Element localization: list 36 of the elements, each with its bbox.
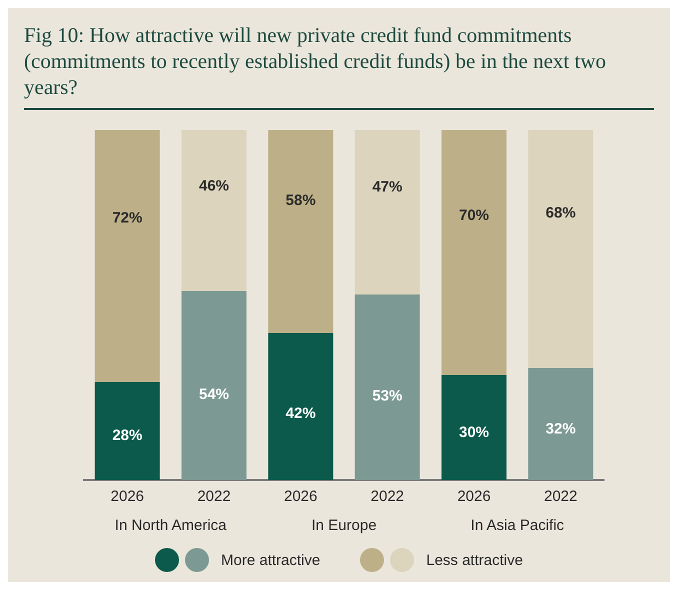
chart-title: Fig 10: How attractive will new private credit fund commitments (commitments to recently established credit funds) be in the next two years? — [24, 22, 654, 110]
text: In Asia Pacific — [470, 517, 565, 534]
data-label: 53% — [372, 388, 402, 405]
x-tick-label: 2022 — [197, 488, 231, 506]
data-label: 70% — [458, 206, 490, 224]
bar — [442, 130, 506, 375]
legend-label: Less attractive — [426, 552, 523, 568]
bar — [354, 294, 420, 480]
text: In North America — [114, 517, 228, 534]
data-label: 46% — [198, 177, 230, 194]
text: In Europe — [311, 517, 377, 534]
bar — [442, 375, 506, 480]
legend-label: More attractive — [221, 552, 320, 568]
x-tick-label: 2022 — [370, 488, 404, 506]
bar — [94, 382, 160, 480]
data-label: 58% — [286, 192, 316, 210]
bar — [268, 130, 334, 333]
bar — [528, 368, 594, 480]
data-label: 72% — [112, 209, 142, 226]
bar — [528, 130, 594, 368]
x-tick-label: 2026 — [457, 488, 491, 506]
x-tick-label: 2026 — [284, 488, 318, 506]
data-label: 54% — [198, 386, 230, 404]
data-label: 68% — [546, 204, 576, 222]
bar — [182, 130, 246, 291]
data-label: 32% — [546, 420, 576, 438]
x-tick-label: 2022 — [544, 488, 578, 506]
data-label: 28% — [112, 427, 142, 444]
bar — [268, 333, 334, 480]
x-tick-label: 2026 — [110, 488, 144, 506]
bar — [94, 130, 160, 382]
data-label: 42% — [286, 404, 316, 422]
data-label: 47% — [372, 178, 402, 196]
data-label: 30% — [458, 424, 490, 441]
bar — [354, 130, 420, 294]
bar — [182, 291, 246, 480]
